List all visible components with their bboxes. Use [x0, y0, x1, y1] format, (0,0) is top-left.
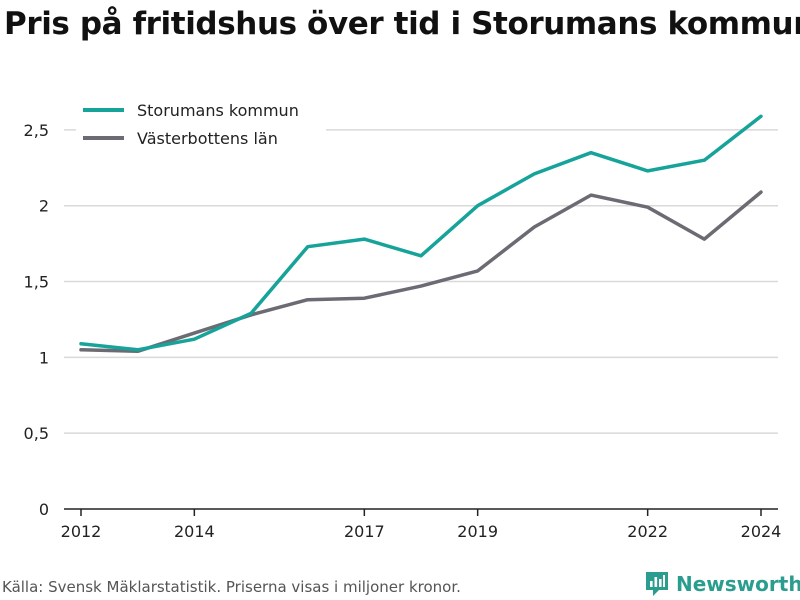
chart-title: Pris på fritidshus över tid i Storumans … — [4, 6, 800, 42]
series-lines — [79, 114, 763, 354]
brand-logo: Newsworthy — [644, 570, 800, 598]
legend: Storumans kommun Västerbottens län — [76, 96, 326, 154]
legend-box — [76, 96, 326, 154]
y-tick-label: 1 — [39, 348, 49, 367]
y-tick-label: 0,5 — [24, 424, 49, 443]
gridlines — [64, 129, 778, 434]
legend-label: Västerbottens län — [137, 129, 278, 148]
x-tick-label: 2017 — [344, 522, 385, 541]
series-line-v-sterbottens-l-n — [79, 190, 763, 354]
x-tick-label: 2019 — [457, 522, 498, 541]
y-tick-label: 0 — [39, 500, 49, 519]
bar-chart-logo-icon — [646, 572, 668, 596]
brand-name: Newsworthy — [676, 572, 800, 596]
x-tick-label: 2014 — [174, 522, 215, 541]
x-tick-label: 2012 — [61, 522, 102, 541]
y-tick-label: 2,5 — [24, 121, 49, 140]
x-tick-label: 2022 — [627, 522, 668, 541]
axes: 0 0,5 1 1,5 2 2,5 2012 2014 2017 2019 2022 2024 — [24, 121, 782, 541]
series-line-storumans-kommun — [79, 114, 763, 352]
source-note: Källa: Svensk Mäklarstatistik. Priserna … — [2, 578, 461, 596]
y-tick-label: 2 — [39, 197, 49, 216]
y-tick-label: 1,5 — [24, 273, 49, 292]
legend-label: Storumans kommun — [137, 101, 299, 120]
x-tick-label: 2024 — [741, 522, 782, 541]
